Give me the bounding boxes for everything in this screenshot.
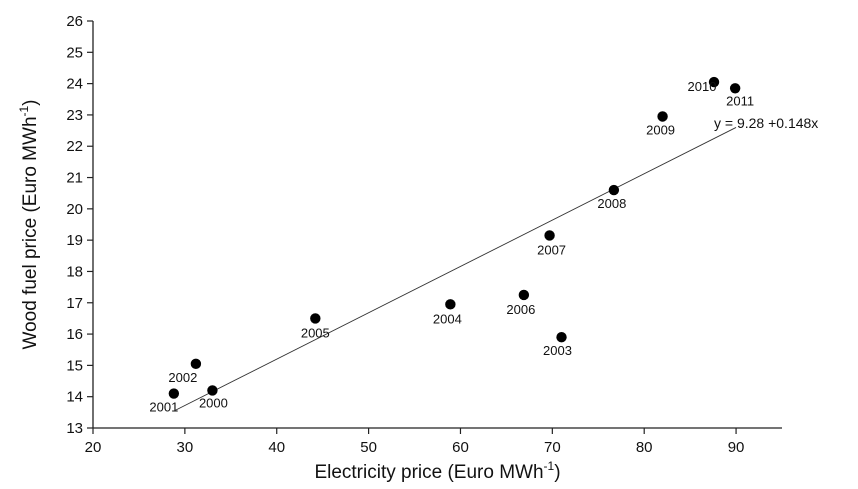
y-tick-label: 14 — [66, 389, 83, 406]
x-ticks: 20 30 40 50 60 70 80 90 — [85, 428, 745, 456]
y-tick-label: 26 — [66, 13, 83, 30]
data-points: 2000 2001 2002 2003 2004 2005 2006 2007 2008 2009… — [149, 76, 754, 415]
y-axis-title-text: Wood fuel price (Euro MWh — [20, 116, 41, 349]
point-label-2000: 2000 — [199, 395, 228, 410]
y-tick-label: 24 — [66, 76, 83, 93]
point-label-2009: 2009 — [646, 122, 675, 137]
point-label-2007: 2007 — [537, 242, 566, 257]
axes — [92, 21, 782, 429]
y-tick-label: 23 — [66, 107, 83, 124]
x-tick-label: 80 — [636, 439, 653, 456]
y-tick-label: 17 — [66, 295, 83, 312]
point-label-2002: 2002 — [168, 370, 197, 385]
y-tick-label: 16 — [66, 326, 83, 343]
x-axis-title-sup: -1 — [544, 459, 555, 473]
x-axis-title-text: Electricity price (Euro MWh — [314, 462, 543, 483]
point-2010 — [708, 76, 720, 88]
point-label-2008: 2008 — [597, 196, 626, 211]
point-label-2011: 2011 — [726, 93, 754, 108]
y-tick-label: 21 — [66, 170, 83, 187]
y-tick-label: 18 — [66, 263, 83, 280]
y-tick-label: 25 — [66, 44, 83, 61]
x-tick-label: 40 — [268, 439, 285, 456]
regression-line — [175, 127, 737, 411]
point-2009 — [657, 111, 668, 122]
point-label-2001: 2001 — [149, 400, 178, 415]
y-ticks: 13 14 15 16 17 18 19 20 21 22 23 24 25 26 — [66, 13, 93, 437]
point-label-2005: 2005 — [301, 325, 330, 340]
y-tick-label: 15 — [66, 357, 83, 374]
x-axis-title: Electricity price (Euro MWh-1) — [314, 459, 560, 483]
point-label-2003: 2003 — [543, 343, 572, 358]
point-2004 — [445, 299, 456, 310]
point-2011 — [729, 83, 741, 94]
x-tick-label: 50 — [360, 439, 377, 456]
point-label-2004: 2004 — [433, 311, 462, 326]
point-2006 — [518, 289, 530, 301]
y-tick-label: 19 — [66, 232, 83, 249]
y-tick-label: 13 — [66, 420, 83, 437]
point-2001 — [168, 388, 180, 399]
point-label-2006: 2006 — [506, 302, 535, 317]
y-tick-label: 20 — [66, 201, 83, 218]
point-2000 — [207, 385, 218, 396]
x-tick-label: 20 — [85, 439, 102, 456]
y-axis-title: Wood fuel price (Euro MWh-1) — [17, 99, 41, 349]
x-tick-label: 90 — [728, 439, 745, 456]
point-2007 — [544, 230, 555, 241]
point-label-2010: 2010 — [688, 79, 717, 94]
point-2008 — [608, 184, 620, 196]
regression-equation: y = 9.28 +0.148x — [714, 115, 818, 131]
x-tick-label: 70 — [544, 439, 561, 456]
y-axis-title-sup: -1 — [17, 105, 31, 116]
y-tick-label: 22 — [66, 138, 83, 155]
point-2003 — [556, 332, 567, 343]
x-axis-title-close: ) — [554, 462, 560, 483]
x-tick-label: 30 — [177, 439, 194, 456]
point-2002 — [190, 358, 202, 370]
point-2005 — [310, 313, 321, 324]
y-axis-title-close: ) — [20, 99, 41, 105]
x-tick-label: 60 — [452, 439, 469, 456]
